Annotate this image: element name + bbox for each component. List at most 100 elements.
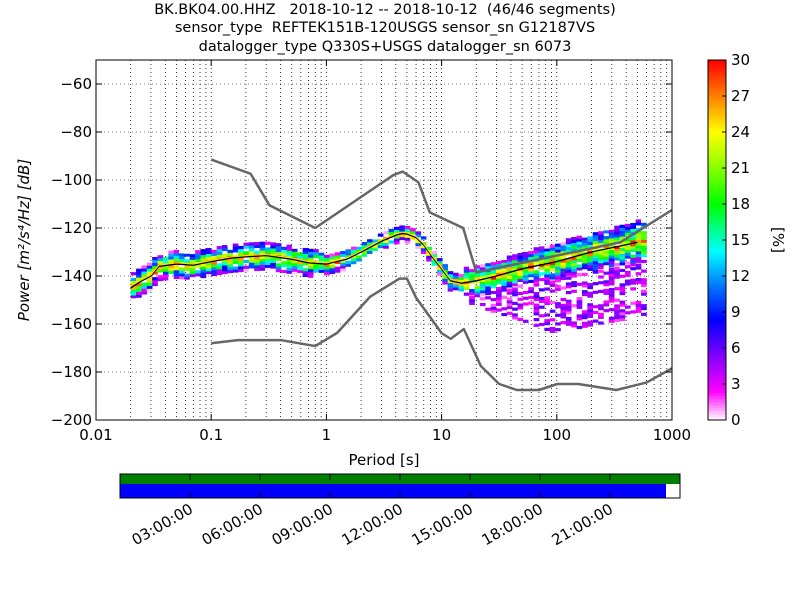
psd-cell [345,249,352,253]
psd-cell [184,250,191,254]
psd-cell [200,251,207,256]
psd-cell [179,273,185,277]
psd-cell [248,265,255,269]
psd-cell [619,230,626,234]
psd-cell [506,288,513,292]
psd-cell [415,242,422,247]
psd-cell [496,308,502,312]
psd-cell [340,250,346,255]
psd-cell [431,251,438,255]
psd-cell [560,242,567,246]
psd-cell [275,263,282,267]
colorbar-step [708,189,726,193]
psd-cell [614,228,620,232]
psd-cell [565,261,572,265]
psd-cell [302,273,309,278]
psd-cell [463,295,470,299]
psd-cell [549,301,556,305]
psd-cell [490,276,497,280]
psd-cell [576,238,583,242]
psd-cell [533,278,540,283]
psd-cell [216,251,223,255]
psd-cell [641,234,647,238]
psd-cell [254,265,260,269]
psd-cell [189,271,196,275]
psd-cell [624,244,631,248]
psd-cell [485,271,491,275]
psd-cell [501,268,508,272]
psd-cell [635,309,642,313]
colorbar-step [708,225,726,229]
psd-cell [603,256,610,260]
psd-cell [291,254,298,258]
psd-cell [592,290,599,294]
psd-cell [141,274,148,278]
psd-cell [383,242,389,246]
psd-cell [512,257,518,261]
noise-model-low-line [211,277,673,392]
psd-cell [635,303,642,308]
psd-cell [286,244,293,248]
psd-cell [635,236,642,240]
psd-cell [318,275,325,279]
psd-cell [205,247,212,252]
psd-cell [356,246,362,250]
psd-cell [581,310,588,314]
colorbar-step [708,153,726,157]
psd-cell [608,319,615,323]
psd-cell [248,262,255,266]
colorbar-tick-label: 3 [731,375,741,393]
psd-cell [307,254,314,258]
x-tick-label: 0.1 [199,426,223,444]
psd-cell [581,257,588,261]
psd-cell [399,234,405,238]
psd-cell [641,231,647,235]
psd-cell [538,252,545,256]
colorbar-step [708,105,726,109]
psd-cell [291,248,298,252]
psd-cell [560,256,567,260]
psd-cell [254,262,260,266]
psd-cell [211,261,217,265]
psd-cell [587,303,594,307]
psd-cell [619,242,626,246]
psd-cell [152,257,158,261]
psd-cell [350,261,357,265]
psd-cell [367,239,373,243]
psd-cell [453,275,459,279]
psd-cell [302,250,309,254]
psd-cell [614,266,620,271]
psd-cell [549,261,556,266]
colorbar-step [708,255,726,259]
psd-cell [592,263,599,268]
psd-cell [565,311,572,315]
psd-cell [630,263,636,267]
timeline-tick-label: 21:00:00 [549,500,616,549]
noise-model-high-line [210,158,673,274]
colorbar-step [708,168,726,172]
psd-cell [587,285,594,290]
psd-cell [168,259,174,263]
psd-cell [555,272,561,276]
psd-cell [533,303,540,307]
psd-cell [517,303,524,307]
psd-cell [216,254,223,258]
psd-cell [512,277,518,281]
psd-cell [377,247,384,252]
psd-cell [227,270,234,274]
psd-cell [270,245,277,249]
x-axis-label: Period [s] [348,451,419,469]
psd-cell [608,226,615,230]
psd-cell [598,254,604,258]
psd-cell [614,307,620,311]
psd-cell [641,239,647,243]
psd-cell [501,288,508,292]
psd-cell [538,254,545,259]
colorbar-label: [%] [769,227,787,253]
psd-cell [576,325,583,330]
psd-cell [635,266,642,270]
psd-cell [576,241,583,245]
psd-cell [506,291,513,295]
psd-cell [560,315,567,319]
psd-cell [146,271,153,275]
